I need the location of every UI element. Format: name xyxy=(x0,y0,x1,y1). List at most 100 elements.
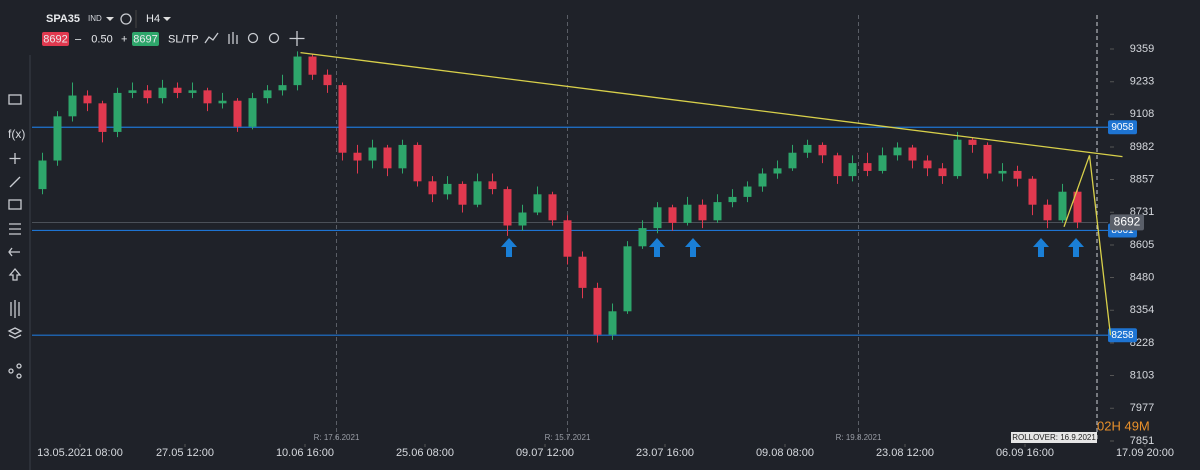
crosshair-icon[interactable] xyxy=(9,153,21,164)
candle-body xyxy=(98,103,107,132)
current-price-box xyxy=(1110,214,1144,231)
candle-body xyxy=(728,196,737,203)
sltp-button[interactable]: SL/TP xyxy=(168,33,199,45)
level-label: 8258 xyxy=(1111,330,1134,341)
candle-body xyxy=(608,311,617,335)
candle-body xyxy=(1028,178,1037,205)
candle-body xyxy=(593,287,602,335)
tool-icon[interactable] xyxy=(8,94,22,105)
dropdown-icon[interactable] xyxy=(106,17,114,21)
candle-body xyxy=(998,170,1007,174)
x-tick-label: 23.07 16:00 xyxy=(636,447,694,459)
arrow-up xyxy=(501,238,517,257)
candle-body xyxy=(398,144,407,169)
candle-body xyxy=(458,183,467,205)
symbol[interactable]: SPA35 xyxy=(46,13,80,25)
timeframe[interactable]: H4 xyxy=(146,13,160,25)
dropdown-icon[interactable] xyxy=(163,17,171,21)
candle-body xyxy=(473,181,482,205)
arrow-up xyxy=(1068,238,1084,257)
layers-icon[interactable] xyxy=(7,327,23,339)
candle-body xyxy=(668,207,677,223)
move-icon[interactable] xyxy=(289,31,305,46)
candle-body xyxy=(128,90,137,93)
trendline xyxy=(300,51,1123,158)
candle-body xyxy=(833,155,842,177)
candle-body xyxy=(893,147,902,156)
candle-body xyxy=(863,163,872,171)
candle-body xyxy=(878,155,887,171)
x-tick-label: 06.09 16:00 xyxy=(996,447,1054,459)
level-label-box xyxy=(1108,328,1137,343)
candle-body xyxy=(773,168,782,174)
share-icon[interactable] xyxy=(8,368,14,374)
fx-tool[interactable]: f(x) xyxy=(8,127,25,141)
x-tick-label: 09.08 08:00 xyxy=(756,447,814,459)
lot-size[interactable]: 0.50 xyxy=(91,33,112,45)
plus[interactable]: + xyxy=(121,33,127,45)
buy-button[interactable] xyxy=(132,32,159,46)
marker-label: R: 15.7.2021 xyxy=(545,433,591,442)
candle-body xyxy=(653,207,662,229)
candle-body xyxy=(848,163,857,177)
indicator-icon[interactable] xyxy=(10,300,20,318)
candle-body xyxy=(698,204,707,221)
candle-body xyxy=(923,160,932,169)
candle-body xyxy=(338,85,347,153)
candle-body xyxy=(113,92,122,132)
text-icon[interactable] xyxy=(8,247,20,257)
y-tick-label: 8982 xyxy=(1130,141,1154,153)
level-label: 8661 xyxy=(1111,225,1134,236)
candle-body xyxy=(1058,191,1067,221)
y-tick-label: 9233 xyxy=(1130,76,1154,88)
candle-body xyxy=(233,100,242,127)
share-icon[interactable] xyxy=(16,373,22,379)
candle-body xyxy=(158,87,167,99)
candle-body xyxy=(68,95,77,117)
zoom-in-icon[interactable] xyxy=(268,32,280,44)
arrow-icon[interactable] xyxy=(8,267,22,281)
candle-body xyxy=(803,144,812,153)
x-tick-label: 17.09 20:00 xyxy=(1116,447,1174,459)
countdown: 02H 49M xyxy=(1097,418,1150,433)
candle-body xyxy=(368,147,377,161)
candle-body xyxy=(143,90,152,99)
x-tick-label: 09.07 12:00 xyxy=(516,447,574,459)
x-tick-label: 25.06 08:00 xyxy=(396,447,454,459)
zoom-out-icon[interactable] xyxy=(247,32,259,44)
candle-body xyxy=(308,56,317,75)
candle-body xyxy=(38,160,47,190)
buy-price[interactable]: 8697 xyxy=(133,33,157,45)
candle-body xyxy=(443,183,452,195)
sidebar: f(x) xyxy=(7,55,31,470)
y-tick-label: 9108 xyxy=(1130,108,1154,120)
candle-body xyxy=(758,173,767,187)
sell-button[interactable] xyxy=(42,32,69,46)
arrow-up xyxy=(649,238,665,257)
y-tick-label: 7977 xyxy=(1130,402,1154,414)
candle-body xyxy=(713,202,722,221)
rect-icon[interactable] xyxy=(8,199,22,210)
candle-body xyxy=(203,90,212,104)
candle-body xyxy=(788,152,797,169)
candle-body xyxy=(83,95,92,104)
info-icon[interactable] xyxy=(120,13,132,25)
line-icon[interactable] xyxy=(9,176,21,188)
candle-body xyxy=(623,246,632,312)
y-tick-label: 9359 xyxy=(1130,43,1154,55)
candle-body xyxy=(1013,170,1022,179)
sell-price[interactable]: 8692 xyxy=(43,33,67,45)
candle-body xyxy=(908,147,917,161)
candle-body xyxy=(638,228,647,247)
candle-body xyxy=(293,56,302,86)
share-icon[interactable] xyxy=(16,363,22,369)
fib-icon[interactable] xyxy=(9,223,21,235)
line-tool-icon[interactable] xyxy=(204,32,219,44)
candle-tool-icon[interactable] xyxy=(228,32,238,44)
minus[interactable]: – xyxy=(75,33,82,45)
candle-body xyxy=(983,144,992,174)
y-tick-label: 8857 xyxy=(1130,173,1154,185)
level-label-box xyxy=(1108,120,1137,135)
arrow-up xyxy=(1033,238,1049,257)
